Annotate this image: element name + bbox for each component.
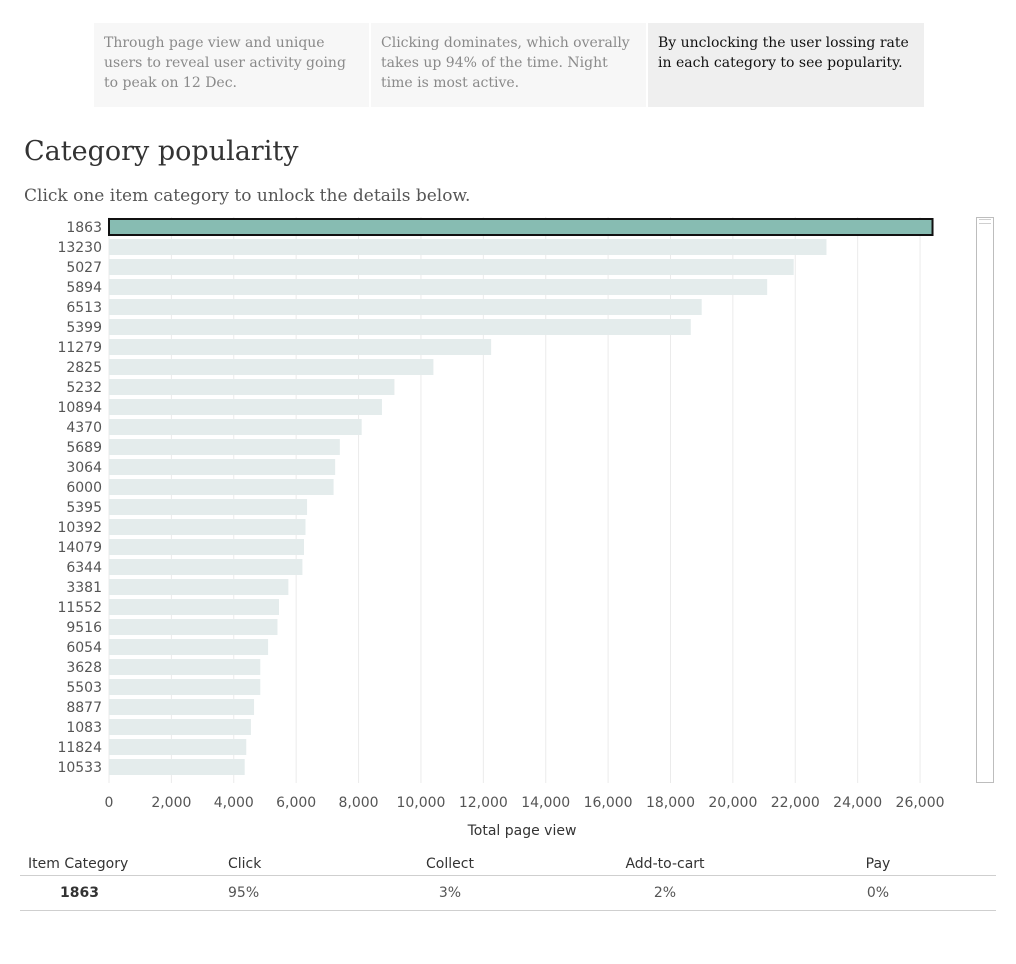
category-label[interactable]: 5689	[66, 440, 102, 456]
bar[interactable]	[109, 639, 269, 655]
category-label[interactable]: 4370	[66, 420, 102, 436]
x-tick-label: 20,000	[708, 795, 757, 811]
chart-scrollbar[interactable]	[976, 217, 994, 783]
header-collect: Collect	[426, 856, 474, 872]
details-header-row: Item Category Click Collect Add-to-cart …	[20, 856, 996, 876]
chart-subtitle: Click one item category to unlock the de…	[24, 186, 471, 206]
bar[interactable]	[109, 319, 691, 335]
x-tick-label: 10,000	[396, 795, 445, 811]
cell-item-category: 1863	[60, 885, 99, 901]
category-label[interactable]: 6513	[66, 300, 102, 316]
bar[interactable]	[109, 279, 768, 295]
cell-collect: 3%	[438, 885, 462, 901]
bar[interactable]	[109, 579, 289, 595]
category-label[interactable]: 5395	[66, 500, 102, 516]
category-label[interactable]: 10533	[57, 760, 102, 776]
bar[interactable]	[109, 359, 434, 375]
bar[interactable]	[109, 679, 261, 695]
category-label[interactable]: 9516	[66, 620, 102, 636]
category-label[interactable]: 1083	[66, 720, 102, 736]
bar[interactable]	[109, 439, 340, 455]
x-tick-label: 0	[105, 795, 114, 811]
category-label[interactable]: 3064	[66, 460, 102, 476]
bar[interactable]	[109, 739, 247, 755]
bar[interactable]	[109, 239, 827, 255]
bar[interactable]	[109, 519, 306, 535]
story-navigation: Through page view and unique users to re…	[94, 23, 924, 107]
story-tab-1[interactable]: Through page view and unique users to re…	[94, 23, 369, 107]
category-label[interactable]: 5232	[66, 380, 102, 396]
x-tick-label: 26,000	[896, 795, 945, 811]
header-pay: Pay	[865, 856, 891, 872]
scrollbar-thumb[interactable]	[979, 219, 991, 224]
category-label[interactable]: 13230	[57, 240, 102, 256]
x-tick-label: 22,000	[771, 795, 820, 811]
bar[interactable]	[109, 599, 280, 615]
x-tick-label: 12,000	[459, 795, 508, 811]
category-label[interactable]: 14079	[57, 540, 102, 556]
category-label[interactable]: 5027	[66, 260, 102, 276]
category-label[interactable]: 6344	[66, 560, 102, 576]
category-label[interactable]: 5894	[66, 280, 102, 296]
bar[interactable]	[109, 399, 382, 415]
story-tab-2[interactable]: Clicking dominates, which overally takes…	[371, 23, 646, 107]
x-axis-title: Total page view	[467, 823, 577, 839]
page-title: Category popularity	[24, 136, 299, 167]
category-label[interactable]: 2825	[66, 360, 102, 376]
category-details-table: Item Category Click Collect Add-to-cart …	[20, 856, 996, 911]
bar[interactable]	[109, 699, 255, 715]
cell-add-to-cart: 2%	[653, 885, 677, 901]
bar[interactable]	[109, 539, 304, 555]
x-tick-label: 2,000	[151, 795, 191, 811]
x-tick-label: 8,000	[339, 795, 379, 811]
bar[interactable]	[109, 459, 336, 475]
x-tick-label: 4,000	[214, 795, 254, 811]
bar[interactable]	[109, 299, 702, 315]
bar[interactable]	[109, 559, 303, 575]
bar[interactable]	[109, 659, 261, 675]
category-label[interactable]: 1863	[66, 220, 102, 236]
bar[interactable]	[109, 379, 395, 395]
category-label[interactable]: 6000	[66, 480, 102, 496]
cell-pay: 0%	[866, 885, 890, 901]
cell-click: 95%	[228, 885, 260, 901]
x-tick-label: 24,000	[833, 795, 882, 811]
category-label[interactable]: 8877	[66, 700, 102, 716]
category-label[interactable]: 3628	[66, 660, 102, 676]
x-tick-label: 16,000	[584, 795, 633, 811]
category-label[interactable]: 5503	[66, 680, 102, 696]
bar[interactable]	[109, 499, 308, 515]
details-data-row: 1863 95% 3% 2% 0%	[20, 876, 996, 911]
category-label[interactable]: 3381	[66, 580, 102, 596]
header-add-to-cart: Add-to-cart	[625, 856, 705, 872]
category-label[interactable]: 5399	[66, 320, 102, 336]
bar[interactable]	[109, 619, 278, 635]
bar[interactable]	[109, 259, 794, 275]
x-tick-label: 6,000	[276, 795, 316, 811]
bar[interactable]	[109, 479, 334, 495]
header-item-category: Item Category	[28, 856, 129, 872]
header-click: Click	[228, 856, 262, 872]
category-label[interactable]: 10894	[57, 400, 102, 416]
category-label[interactable]: 10392	[57, 520, 102, 536]
bar[interactable]	[109, 719, 251, 735]
category-label[interactable]: 11824	[57, 740, 102, 756]
category-label[interactable]: 11552	[57, 600, 102, 616]
bar[interactable]	[109, 339, 492, 355]
bar[interactable]	[109, 419, 362, 435]
x-tick-label: 18,000	[646, 795, 695, 811]
bar[interactable]	[109, 759, 245, 775]
category-label[interactable]: 11279	[57, 340, 102, 356]
category-label[interactable]: 6054	[66, 640, 102, 656]
category-bar-chart: 0 2,000 4,000 6,000 8,000 10,000 12,000 14,000 1…	[57, 217, 945, 839]
x-tick-label: 14,000	[521, 795, 570, 811]
story-tab-3[interactable]: By unclocking the user lossing rate in e…	[648, 23, 924, 107]
bar[interactable]	[108, 218, 934, 236]
